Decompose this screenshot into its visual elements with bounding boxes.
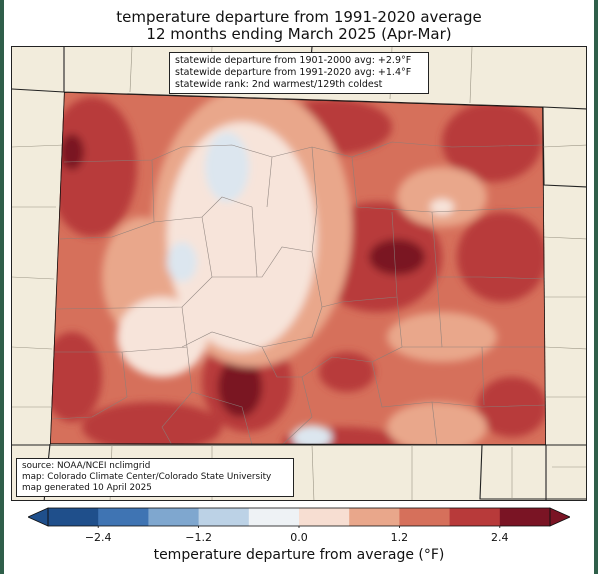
colorbar-segment: [499, 508, 551, 526]
map-title: temperature departure from 1991-2020 ave…: [116, 8, 482, 26]
colorbar-segment: [299, 508, 350, 526]
colorbar-tick-label: 0.0: [290, 531, 308, 544]
frame-right-edge: [594, 0, 598, 574]
colorbar-label: temperature departure from average (°F): [153, 547, 445, 563]
stats-1991-2020: statewide departure from 1991-2020 avg: …: [175, 67, 412, 78]
temperature-field: [50, 92, 546, 445]
colorbar-segment: [48, 508, 99, 526]
colorbar-right-arrow: [549, 507, 570, 527]
colorbar-ticks: [97, 526, 501, 528]
state-outline: [50, 92, 546, 445]
stats-1901-2000: statewide departure from 1901-2000 avg: …: [175, 55, 412, 66]
colorbar-tick-label: 1.2: [390, 531, 409, 544]
source-line: source: NOAA/NCEI nclimgrid: [22, 461, 151, 471]
county-lines: [51, 141, 546, 445]
colorado-map: [12, 47, 586, 500]
colorbar-segment: [349, 508, 400, 526]
map-generated-line: map generated 10 April 2025: [22, 483, 152, 493]
colorbar-segment: [148, 508, 200, 526]
stats-rank: statewide rank: 2nd warmest/129th coldes…: [175, 79, 383, 90]
colorbar: [28, 507, 570, 528]
colorbar-segment: [198, 508, 250, 526]
colorbar-tick-label: −1.2: [185, 531, 212, 544]
statewide-stats-box: statewide departure from 1901-2000 avg: …: [169, 52, 429, 94]
colorbar-segment: [98, 508, 149, 526]
source-box: source: NOAA/NCEI nclimgrid map: Colorad…: [16, 458, 294, 497]
frame-left-edge: [0, 0, 4, 574]
colorbar-segment: [449, 508, 501, 526]
map-panel: [11, 46, 587, 501]
colorbar-segments: [48, 508, 551, 526]
map-credit-line: map: Colorado Climate Center/Colorado St…: [22, 472, 272, 482]
colorbar-segment: [248, 508, 300, 526]
colorbar-left-arrow: [28, 507, 49, 527]
map-subtitle: 12 months ending March 2025 (Apr-Mar): [146, 25, 452, 43]
colorbar-tick-label: −2.4: [84, 531, 112, 544]
colorbar-tick-label: 2.4: [491, 531, 509, 544]
colorbar-segment: [399, 508, 451, 526]
